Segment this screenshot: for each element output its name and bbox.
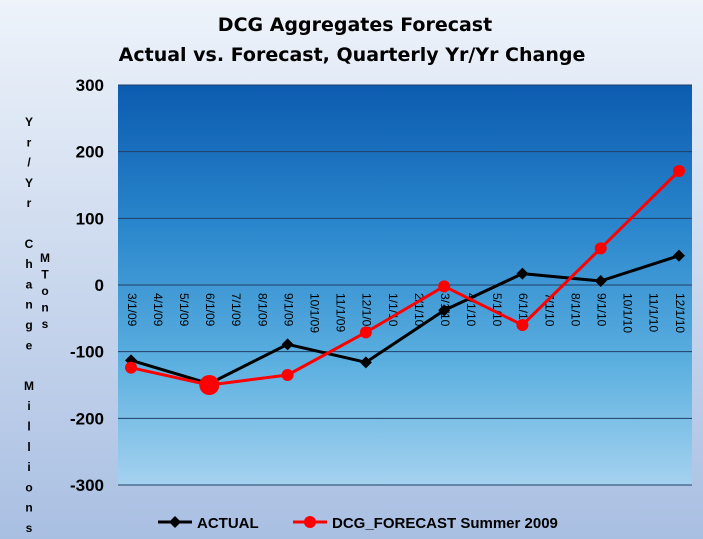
axis-label-char: n (41, 301, 48, 315)
y-tick-label: 100 (76, 209, 104, 228)
y-tick-label: -300 (70, 476, 104, 495)
x-tick-label: 6/1/10 (516, 293, 530, 327)
axis-label-char: M (24, 379, 34, 393)
forecast-point-highlight (199, 375, 220, 395)
axis-label-char: M (40, 251, 50, 265)
x-tick-label: 5/1/10 (490, 293, 504, 327)
axis-label-char: o (41, 284, 48, 298)
actual-point (438, 304, 451, 317)
y-tick-label: -100 (70, 343, 104, 362)
axis-label-char: g (25, 318, 32, 332)
x-tick-label: 4/1/09 (151, 293, 165, 327)
x-tick-label: 12/1/09 (360, 293, 374, 333)
x-tick-label: 6/1/09 (203, 293, 217, 327)
axis-label-char: l (27, 440, 30, 454)
x-tick-label: 11/1/10 (647, 293, 661, 332)
x-tick-label: 11/1/09 (334, 293, 348, 332)
axis-label-char: l (27, 420, 30, 434)
axis-label-char: i (27, 399, 30, 413)
forecast-point (594, 242, 607, 255)
x-tick-label: 10/1/10 (621, 293, 635, 333)
x-tick-label: 10/1/09 (308, 293, 322, 333)
chart-title: DCG Aggregates Forecast (218, 14, 492, 36)
x-tick-label: 1/1/10 (386, 293, 400, 327)
y-axis-tick-labels: 300 200 100 0 -100 -200 -300 (70, 76, 104, 495)
axis-label-char: s (26, 521, 33, 535)
legend-actual-label: ACTUAL (197, 515, 259, 532)
axis-label-char: s (42, 317, 49, 331)
axis-label-char: h (25, 257, 32, 271)
y-tick-label: 0 (95, 276, 104, 295)
axis-label-char: i (27, 460, 30, 474)
y-tick-label: -200 (70, 409, 104, 428)
axis-label-char: e (26, 338, 33, 352)
axis-label-char: n (25, 298, 32, 312)
x-tick-label: 8/1/09 (255, 293, 269, 327)
axis-label-char: C (25, 237, 34, 251)
x-tick-label: 3/1/09 (125, 293, 139, 327)
axis-label-char: Y (25, 176, 33, 190)
actual-point (516, 267, 529, 280)
x-tick-label: 7/1/09 (229, 293, 243, 327)
actual-point (672, 249, 685, 262)
legend-forecast-label: DCG_FORECAST Summer 2009 (332, 515, 558, 532)
forecast-point (516, 319, 529, 331)
forecast-point (359, 326, 372, 339)
axis-label-char: Y (25, 115, 33, 129)
x-tick-label: 8/1/10 (568, 293, 582, 327)
forecast-point (672, 165, 685, 177)
legend-forecast-marker (304, 516, 316, 528)
legend-actual-marker (169, 516, 181, 528)
y-tick-label: 300 (76, 76, 104, 95)
series-line-forecast (130, 169, 681, 387)
axis-label-char: r (27, 135, 32, 149)
forecast-point (438, 280, 451, 293)
series-line-actual (130, 254, 680, 386)
chart-subtitle: Actual vs. Forecast, Quarterly Yr/Yr Cha… (119, 44, 586, 66)
y-tick-label: 200 (76, 143, 104, 162)
axis-label-char: T (41, 268, 49, 282)
forecast-point (125, 361, 138, 374)
actual-point (594, 275, 607, 287)
actual-point (281, 338, 294, 351)
axis-label-char: o (25, 480, 32, 494)
x-tick-label: 12/1/10 (673, 293, 687, 333)
legend: ACTUAL DCG_FORECAST Summer 2009 (158, 515, 558, 532)
x-tick-label: 9/1/09 (281, 293, 295, 327)
grid-lines (118, 84, 692, 486)
axis-label-char: r (27, 196, 32, 210)
axis-label-char: n (25, 501, 32, 515)
x-tick-label: 5/1/09 (177, 293, 191, 327)
x-tick-label: 9/1/10 (595, 293, 609, 327)
forecast-point (281, 369, 294, 381)
axis-label-char: a (26, 277, 33, 291)
axis-label-char: / (27, 156, 31, 170)
series-layer (125, 165, 685, 395)
actual-point (359, 356, 372, 369)
x-tick-label: 2/1/10 (412, 293, 426, 327)
